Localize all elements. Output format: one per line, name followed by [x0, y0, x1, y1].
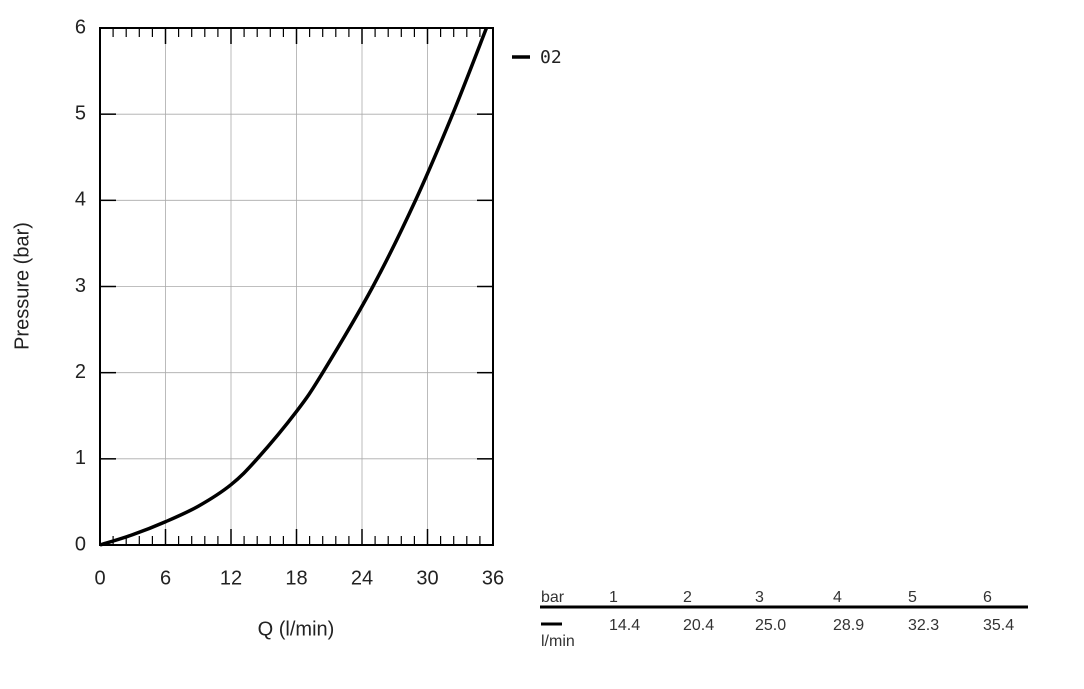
y-tick-label: 6	[75, 16, 86, 38]
y-tick-label: 5	[75, 102, 86, 124]
table-header: 6	[983, 589, 992, 606]
table-cell: 14.4	[609, 617, 640, 634]
table-row-label: bar	[541, 589, 565, 606]
y-tick-label: 3	[75, 275, 86, 297]
x-tick-label: 24	[351, 567, 373, 589]
table-cell: 28.9	[833, 617, 864, 634]
x-tick-label: 36	[482, 567, 504, 589]
table-header: 3	[755, 589, 764, 606]
x-tick-label: 12	[220, 567, 242, 589]
table-cell: 20.4	[683, 617, 714, 634]
x-tick-label: 18	[285, 567, 307, 589]
legend-label: 02	[540, 47, 562, 68]
x-tick-label: 6	[160, 567, 171, 589]
x-axis-label: Q (l/min)	[258, 618, 335, 640]
y-tick-label: 2	[75, 361, 86, 383]
plot-frame	[99, 27, 494, 546]
table-row-label: l/min	[541, 633, 575, 650]
table-header: 2	[683, 589, 692, 606]
x-tick-label: 30	[416, 567, 438, 589]
data-line	[99, 27, 489, 547]
table-header: 4	[833, 589, 842, 606]
table-header: 1	[609, 589, 618, 606]
y-tick-label: 0	[75, 533, 86, 555]
x-tick-label: 0	[94, 567, 105, 589]
table-cell: 32.3	[908, 617, 939, 634]
table-cell: 25.0	[755, 617, 786, 634]
table-header: 5	[908, 589, 917, 606]
table-cell: 35.4	[983, 617, 1014, 634]
y-axis-label: Pressure (bar)	[11, 222, 33, 350]
y-tick-label: 1	[75, 447, 86, 469]
y-tick-label: 4	[75, 189, 86, 211]
